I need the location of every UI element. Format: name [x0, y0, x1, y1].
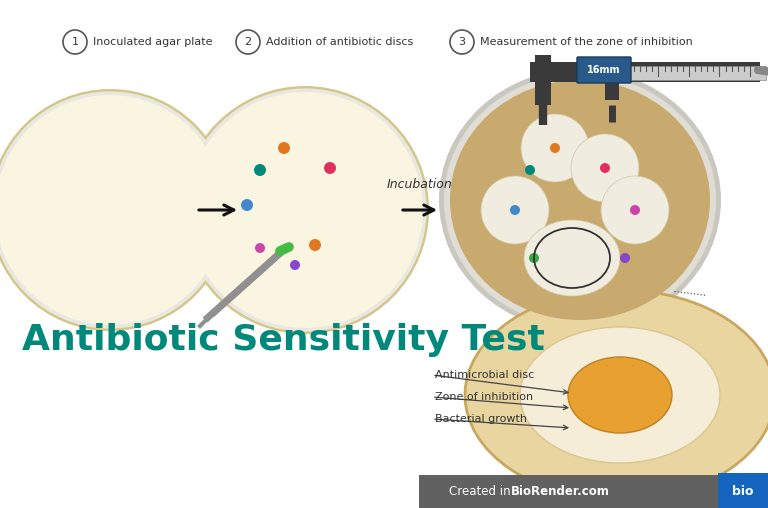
Circle shape	[278, 142, 290, 154]
Circle shape	[600, 163, 610, 173]
Text: 1: 1	[71, 37, 78, 47]
FancyBboxPatch shape	[419, 475, 768, 508]
Ellipse shape	[524, 220, 620, 296]
Circle shape	[510, 205, 520, 215]
FancyBboxPatch shape	[718, 473, 768, 508]
Text: 3: 3	[458, 37, 465, 47]
Text: BioRender.com: BioRender.com	[511, 485, 610, 498]
Ellipse shape	[181, 86, 429, 334]
Text: Zone of inhibition: Zone of inhibition	[435, 392, 533, 402]
Circle shape	[529, 253, 539, 263]
FancyBboxPatch shape	[535, 55, 551, 105]
FancyBboxPatch shape	[605, 60, 619, 100]
Text: Created in: Created in	[449, 485, 514, 498]
Circle shape	[290, 260, 300, 270]
Ellipse shape	[568, 357, 672, 433]
Circle shape	[241, 199, 253, 211]
Ellipse shape	[450, 80, 710, 320]
FancyBboxPatch shape	[530, 62, 760, 82]
Ellipse shape	[0, 91, 229, 329]
Circle shape	[550, 143, 560, 153]
Circle shape	[630, 205, 640, 215]
Ellipse shape	[0, 95, 225, 325]
Ellipse shape	[184, 88, 426, 332]
Text: Antimicrobial disc: Antimicrobial disc	[435, 370, 535, 380]
Ellipse shape	[0, 89, 231, 331]
Ellipse shape	[521, 114, 589, 182]
Circle shape	[255, 243, 265, 253]
Ellipse shape	[444, 74, 716, 326]
Circle shape	[450, 30, 474, 54]
Ellipse shape	[465, 290, 768, 500]
Circle shape	[254, 164, 266, 176]
Text: bio: bio	[732, 485, 753, 498]
Text: Incubation: Incubation	[387, 178, 453, 192]
Circle shape	[324, 162, 336, 174]
Circle shape	[309, 239, 321, 251]
Ellipse shape	[520, 327, 720, 463]
Ellipse shape	[481, 176, 549, 244]
Ellipse shape	[601, 176, 669, 244]
FancyBboxPatch shape	[577, 57, 631, 83]
Circle shape	[236, 30, 260, 54]
Circle shape	[525, 165, 535, 175]
Text: Addition of antibiotic discs: Addition of antibiotic discs	[266, 37, 413, 47]
Text: Inoculated agar plate: Inoculated agar plate	[93, 37, 213, 47]
Text: Measurement of the zone of inhibition: Measurement of the zone of inhibition	[480, 37, 693, 47]
Ellipse shape	[187, 92, 423, 328]
Ellipse shape	[439, 69, 721, 331]
Circle shape	[620, 253, 630, 263]
Circle shape	[63, 30, 87, 54]
Ellipse shape	[571, 134, 639, 202]
Text: 2: 2	[244, 37, 252, 47]
Text: Bacterial growth: Bacterial growth	[435, 414, 527, 424]
Text: 16mm: 16mm	[588, 65, 621, 75]
FancyBboxPatch shape	[623, 66, 766, 80]
Text: Antibiotic Sensitivity Test: Antibiotic Sensitivity Test	[22, 323, 545, 357]
